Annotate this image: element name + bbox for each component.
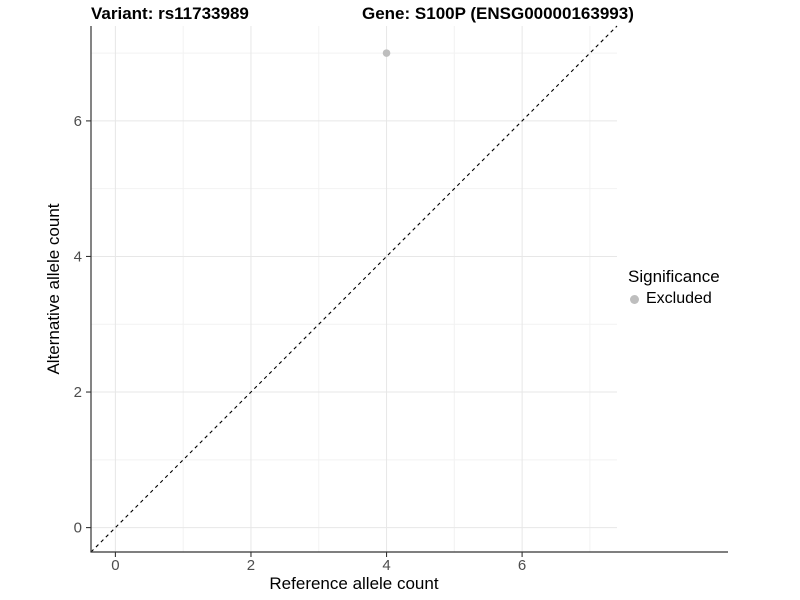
y-tick-label: 6: [74, 113, 82, 130]
x-tick-label: 2: [247, 557, 255, 574]
y-tick-label: 2: [74, 384, 82, 401]
x-tick-label: 6: [518, 557, 526, 574]
legend: Significance Excluded: [628, 267, 720, 308]
legend-item-label: Excluded: [646, 290, 712, 307]
y-axis-title: Alternative allele count: [44, 203, 63, 375]
y-tick-label: 4: [74, 248, 82, 265]
legend-title: Significance: [628, 267, 720, 286]
x-tick-label: 4: [382, 557, 390, 574]
y-tick-label: 0: [74, 520, 82, 537]
legend-item-excluded: Excluded: [630, 290, 720, 308]
data-point: [382, 49, 391, 57]
x-axis-title: Reference allele count: [269, 574, 439, 593]
excluded-point-icon: [630, 294, 639, 304]
variant-title: Variant: rs11733989: [91, 4, 249, 23]
gene-title: Gene: S100P (ENSG00000163993): [362, 4, 634, 23]
x-tick-label: 0: [111, 557, 119, 574]
identity-reference-line: [90, 25, 618, 553]
